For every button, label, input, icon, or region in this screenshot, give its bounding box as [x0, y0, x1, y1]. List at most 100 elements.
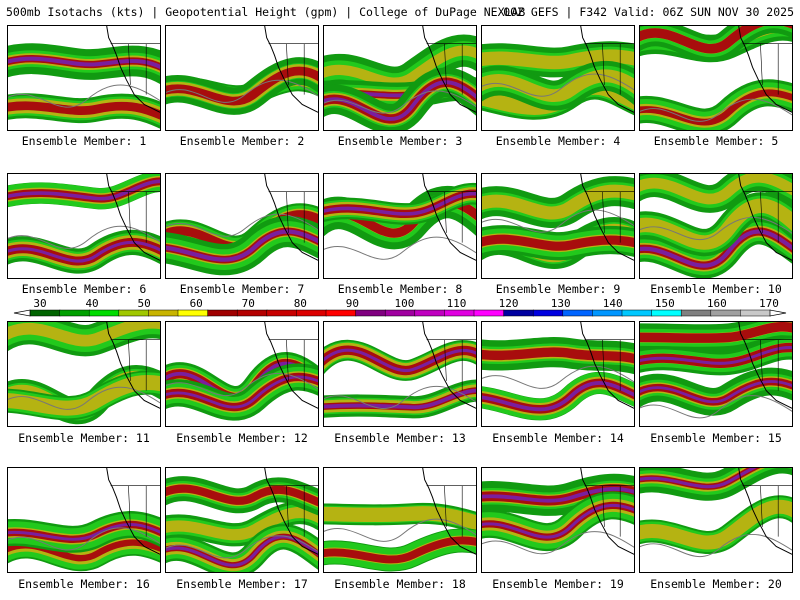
legend-swatch [148, 309, 179, 317]
legend-tick-label: 30 [33, 297, 46, 310]
state-borders [426, 191, 476, 243]
state-borders [110, 43, 160, 95]
jet-stream-map [482, 26, 634, 120]
coastline [106, 174, 160, 261]
panel-label-member-2: Ensemble Member: 2 [179, 134, 305, 148]
legend-tick-label: 70 [242, 297, 255, 310]
coastline [264, 468, 318, 555]
isotach-band [8, 523, 160, 541]
isotach-band [166, 484, 318, 507]
jet-stream-map [324, 174, 476, 261]
height-contour [324, 236, 476, 260]
isotach-band [640, 89, 792, 126]
legend-swatch [503, 309, 534, 317]
isotach-band [8, 322, 160, 347]
jet-stream-map [8, 174, 160, 274]
height-contour [640, 533, 792, 558]
isotach-band [166, 66, 318, 106]
isotach-band [324, 536, 476, 564]
state-borders [742, 43, 792, 95]
panel-member-12 [165, 321, 319, 427]
coastline [264, 26, 318, 113]
isotach-color-legend: 30 40 50 60 70 80 90 100 110 120 130 140 150 160 170 [4, 296, 796, 320]
panel-label-member-17: Ensemble Member: 17 [176, 577, 308, 591]
header-title: 500mb Isotachs (kts) | Geopotential Heig… [6, 5, 526, 19]
panel-member-5 [639, 25, 793, 131]
state-borders [426, 485, 476, 537]
isotach-band [640, 346, 792, 365]
panel-member-3 [323, 25, 477, 131]
panel-label-member-14: Ensemble Member: 14 [492, 431, 624, 445]
height-contour [324, 385, 476, 409]
coastline [738, 26, 792, 113]
state-borders [584, 339, 634, 391]
panel-label-member-10: Ensemble Member: 10 [650, 282, 782, 296]
panel-member-6 [7, 173, 161, 279]
coastline [264, 174, 318, 261]
panel-member-18 [323, 467, 477, 573]
panel-member-9 [481, 173, 635, 279]
panel-label-member-19: Ensemble Member: 19 [492, 577, 624, 591]
state-borders [584, 485, 634, 537]
panel-label-member-20: Ensemble Member: 20 [650, 577, 782, 591]
legend-swatch [355, 309, 386, 317]
coastline [422, 468, 476, 555]
legend-swatch [414, 309, 446, 317]
legend-swatch [236, 309, 268, 317]
coastline [580, 26, 634, 113]
coastline [580, 322, 634, 409]
height-contour [482, 209, 634, 233]
legend-tick-label: 80 [294, 297, 307, 310]
height-contour [640, 98, 792, 122]
isotach-band [8, 101, 160, 120]
panel-member-7 [165, 173, 319, 279]
state-borders [426, 43, 476, 95]
jet-stream-map [8, 322, 160, 425]
isotach-band [166, 506, 318, 541]
isotach-band [640, 468, 757, 489]
panel-label-member-8: Ensemble Member: 8 [337, 282, 463, 296]
coastline [738, 468, 792, 555]
panel-member-13 [323, 321, 477, 427]
legend-swatch [296, 309, 327, 317]
legend-swatch [680, 309, 712, 317]
coastline [738, 174, 792, 261]
jet-stream-map [8, 26, 160, 129]
legend-tick-label: 100 [395, 297, 415, 310]
legend-tick-label: 60 [190, 297, 203, 310]
legend-tick-label: 140 [603, 297, 623, 310]
panel-member-17 [165, 467, 319, 573]
height-contour [482, 365, 634, 389]
state-borders [110, 191, 160, 243]
height-contour [482, 531, 634, 555]
height-contour [324, 90, 476, 114]
legend-swatch [444, 309, 475, 317]
height-contour [166, 535, 318, 559]
isotach-band [324, 348, 476, 373]
legend-swatch [384, 309, 416, 317]
panel-member-4 [481, 25, 635, 131]
panel-member-8 [323, 173, 477, 279]
coastline [738, 322, 792, 409]
jet-stream-map [8, 468, 160, 572]
jet-stream-map [640, 322, 792, 419]
legend-swatch [473, 309, 505, 317]
coastline [580, 468, 634, 555]
legend-swatch [651, 309, 682, 317]
isotach-band [482, 234, 634, 251]
panel-member-11 [7, 321, 161, 427]
height-contour [166, 213, 318, 237]
legend-swatch [266, 309, 298, 317]
height-contour [166, 372, 318, 397]
jet-stream-map [640, 174, 792, 278]
legend-tick-label: 50 [138, 297, 151, 310]
isotach-band [640, 26, 792, 54]
panel-member-15 [639, 321, 793, 427]
height-contour [640, 216, 792, 241]
panel-label-member-15: Ensemble Member: 15 [650, 431, 782, 445]
jet-stream-map [166, 26, 318, 115]
legend-swatch [532, 309, 564, 317]
panel-label-member-3: Ensemble Member: 3 [337, 134, 463, 148]
isotach-band [482, 381, 634, 412]
legend-swatch [621, 309, 653, 317]
